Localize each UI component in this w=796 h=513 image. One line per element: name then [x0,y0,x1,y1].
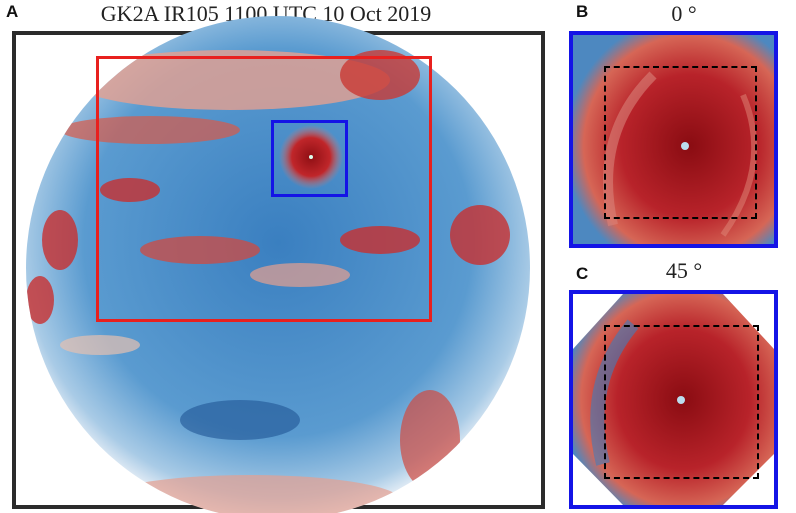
panel-c-title: 45 ° [665,258,703,283]
panel-b-title: 0 ° [671,1,697,26]
panel-c-label: C [576,264,589,283]
panel-b-label: B [576,2,589,21]
typhoon-box [271,120,348,197]
crop-box-45deg [604,325,759,479]
typhoon-eye [677,396,685,404]
crop-box-0deg [604,66,757,219]
panel-a-label: A [6,2,19,21]
typhoon-eye [681,142,689,150]
typhoon-image-0deg [573,35,774,244]
typhoon-image-45deg [573,294,774,505]
region-box [96,56,432,322]
